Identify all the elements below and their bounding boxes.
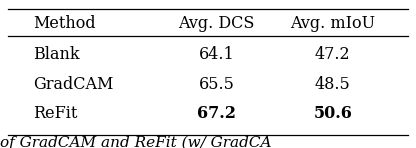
Text: 65.5: 65.5 — [198, 76, 234, 93]
Text: Method: Method — [33, 15, 96, 32]
Text: Avg. DCS: Avg. DCS — [178, 15, 255, 32]
Text: GradCAM: GradCAM — [33, 76, 114, 93]
Text: Blank: Blank — [33, 46, 80, 63]
Text: 50.6: 50.6 — [313, 105, 352, 122]
Text: Avg. mIoU: Avg. mIoU — [290, 15, 375, 32]
Text: 47.2: 47.2 — [315, 46, 351, 63]
Text: of GradCAM and ReFit (w/ GradCA: of GradCAM and ReFit (w/ GradCA — [0, 135, 272, 148]
Text: 67.2: 67.2 — [197, 105, 236, 122]
Text: 64.1: 64.1 — [198, 46, 234, 63]
Text: 48.5: 48.5 — [315, 76, 351, 93]
Text: ReFit: ReFit — [33, 105, 78, 122]
